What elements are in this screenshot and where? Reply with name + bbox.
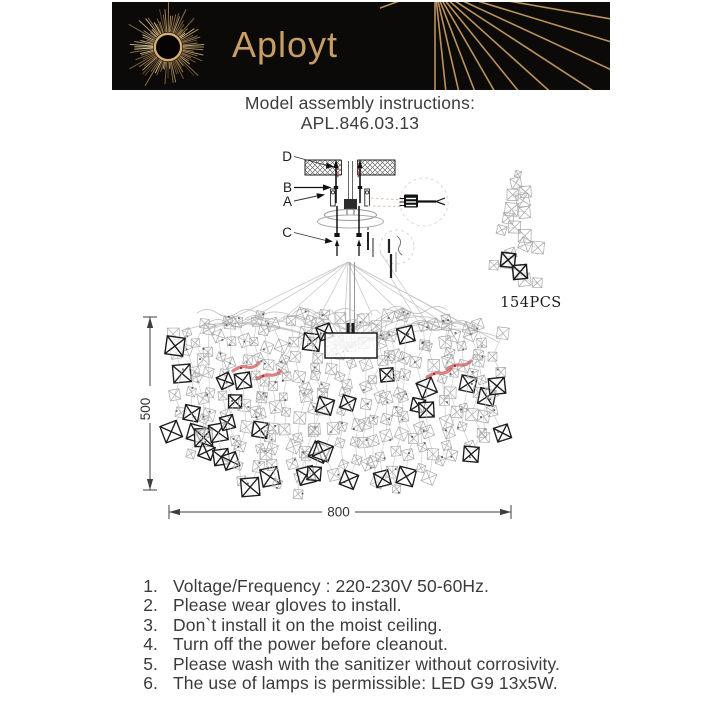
instruction-text: Please wear gloves to install. (173, 595, 402, 616)
label-c: C (282, 225, 292, 240)
model-number: APL.846.03.13 (300, 112, 420, 133)
canopy (324, 209, 377, 221)
width-dimension: 800 (327, 505, 350, 520)
part-labels: D B A C (282, 149, 334, 244)
height-dimension: 500 (138, 398, 153, 421)
instruction-item: 5. Please wash with the sanitizer without… (140, 653, 700, 674)
instruction-text: The use of lamps is permissible: LED G9 … (173, 673, 558, 694)
wire-connector-detail (367, 177, 449, 227)
instruction-item: 2. Please wear gloves to install. (140, 595, 700, 616)
instruction-text: Don`t install it on the moist ceiling. (173, 614, 443, 635)
mount-bracket (330, 188, 336, 207)
detail-circle (379, 229, 415, 265)
crystal-cluster (159, 306, 513, 500)
brand-banner: Aployt (112, 2, 610, 90)
instruction-item: 3. Don`t install it on the moist ceiling. (140, 614, 700, 635)
instruction-number: 3. (143, 614, 158, 635)
instruction-text: Voltage/Frequency : 220-230V 50-60Hz. (173, 576, 489, 596)
corner-rays-decoration (380, 2, 610, 90)
instruction-number: 6. (143, 673, 158, 694)
label-a: A (283, 194, 292, 209)
label-d: D (282, 149, 292, 164)
cable-grip-detail (367, 227, 415, 278)
ceiling-mount-detail (304, 158, 396, 256)
instruction-number: 2. (143, 595, 158, 616)
instruction-text: Please wash with the sanitizer without c… (173, 653, 561, 674)
title-block: Model assembly instructions: APL.846.03.… (0, 93, 720, 133)
page-title: Model assembly instructions: (244, 93, 476, 113)
lamp-socket (344, 199, 357, 209)
instruction-number: 5. (143, 653, 158, 674)
crystal-strand-detail (488, 170, 545, 289)
instructions-list: 1. Voltage/Frequency : 220-230V 50-60Hz. … (140, 576, 700, 694)
brand-wordmark: Aployt (232, 24, 339, 65)
instruction-number: 4. (143, 634, 158, 655)
red-highlight-marks (231, 359, 473, 381)
lamp-body-box (324, 323, 378, 359)
instruction-item: 1. Voltage/Frequency : 220-230V 50-60Hz. (140, 576, 700, 596)
instruction-number: 1. (143, 576, 158, 596)
instruction-item: 4. Turn off the power before cleanout. (140, 634, 700, 655)
instruction-text: Turn off the power before cleanout. (173, 634, 448, 655)
terminal-block (404, 194, 418, 208)
label-b: B (283, 180, 292, 195)
parts-count-label: 154PCS (500, 295, 561, 311)
dimension-annotations: 500 800 (138, 316, 512, 520)
starburst-logo (128, 2, 205, 87)
instruction-item: 6. The use of lamps is permissible: LED G… (140, 673, 700, 694)
